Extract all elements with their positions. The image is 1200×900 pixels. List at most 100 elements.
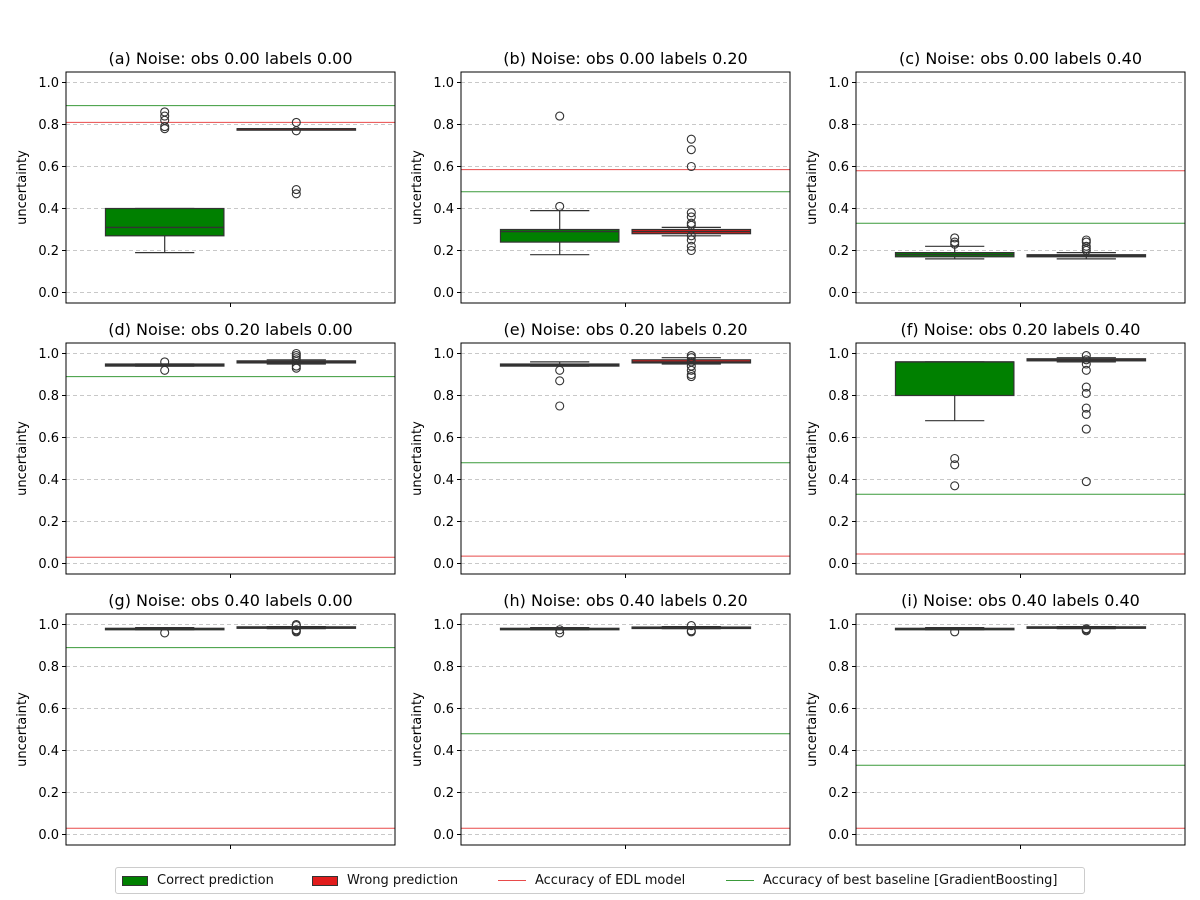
outlier-point <box>1081 241 1091 251</box>
y-axis-label: uncertainty <box>410 692 425 767</box>
figure: (a) Noise: obs 0.00 labels 0.00 uncertain… <box>15 49 1186 849</box>
outlier-point <box>555 628 565 638</box>
outlier-point <box>291 619 301 630</box>
y-tick-label: 0.6 <box>828 702 849 717</box>
y-tick-label: 0.2 <box>433 786 454 801</box>
outlier-point <box>950 627 960 637</box>
outlier-point <box>950 460 960 470</box>
axes-frame <box>65 613 396 846</box>
y-tick-label: 0.4 <box>433 202 454 217</box>
subplot-title: (i) Noise: obs 0.40 labels 0.40 <box>901 591 1140 610</box>
legend-patch-correct <box>122 875 148 886</box>
y-tick-label: 0.4 <box>38 744 59 759</box>
legend-item-baseline: Accuracy of best baseline [GradientBoost… <box>726 868 1058 893</box>
y-tick-label: 1.0 <box>38 76 59 91</box>
y-tick-label: 0.4 <box>433 744 454 759</box>
legend-item-edl: Accuracy of EDL model <box>498 868 685 893</box>
legend-label-baseline: Accuracy of best baseline [GradientBoost… <box>763 873 1058 888</box>
y-tick-label: 0.8 <box>38 389 59 404</box>
y-tick-label: 0.2 <box>433 515 454 530</box>
y-tick-label: 0.6 <box>433 702 454 717</box>
box-correct <box>104 207 225 237</box>
outlier-point <box>686 241 696 251</box>
y-tick-label: 1.0 <box>38 618 59 633</box>
legend-line-edl <box>498 880 526 881</box>
outlier-point <box>686 245 696 256</box>
y-tick-label: 0.0 <box>828 557 849 572</box>
subplot: (h) Noise: obs 0.40 labels 0.20 uncertain… <box>410 591 791 849</box>
outlier-point <box>555 111 565 121</box>
subplot-title: (f) Noise: obs 0.20 labels 0.40 <box>901 320 1141 339</box>
outlier-point <box>160 357 170 367</box>
outlier-point <box>686 134 696 144</box>
y-tick-label: 0.6 <box>828 160 849 175</box>
y-axis-label: uncertainty <box>410 421 425 496</box>
outlier-point <box>686 235 696 245</box>
outlier-point <box>160 122 170 132</box>
y-tick-label: 0.0 <box>828 286 849 301</box>
y-tick-label: 0.0 <box>38 286 59 301</box>
outlier-point <box>1081 403 1091 413</box>
y-tick-label: 0.8 <box>38 118 59 133</box>
outlier-point <box>686 218 696 228</box>
outlier-point <box>555 365 565 375</box>
axes-frame <box>460 613 791 846</box>
outlier-point <box>950 453 960 464</box>
y-tick-label: 0.4 <box>433 473 454 488</box>
y-tick-label: 0.8 <box>433 118 454 133</box>
y-axis-label: uncertainty <box>805 150 820 225</box>
y-tick-label: 0.8 <box>433 660 454 675</box>
legend-label-correct: Correct prediction <box>157 873 274 888</box>
outlier-point <box>1081 477 1091 487</box>
outlier-point <box>160 365 170 375</box>
y-axis-label: uncertainty <box>410 150 425 225</box>
outlier-point <box>291 117 301 127</box>
outlier-point <box>686 145 696 155</box>
y-tick-label: 0.2 <box>828 786 849 801</box>
y-tick-label: 0.6 <box>38 160 59 175</box>
y-tick-label: 0.8 <box>828 660 849 675</box>
y-tick-label: 0.2 <box>433 244 454 259</box>
outlier-point <box>950 233 960 243</box>
legend-label-edl: Accuracy of EDL model <box>535 873 686 888</box>
axes-frame <box>460 71 791 304</box>
y-tick-label: 0.2 <box>828 515 849 530</box>
outlier-point <box>291 189 301 199</box>
y-tick-label: 0.0 <box>38 828 59 843</box>
y-tick-label: 0.0 <box>433 557 454 572</box>
y-tick-label: 0.0 <box>433 828 454 843</box>
y-tick-label: 0.2 <box>828 244 849 259</box>
outlier-point <box>686 208 696 218</box>
y-tick-label: 1.0 <box>433 618 454 633</box>
outlier-point <box>1081 424 1091 434</box>
y-tick-label: 0.4 <box>38 202 59 217</box>
outlier-point <box>686 620 696 631</box>
subplot-title: (a) Noise: obs 0.00 labels 0.00 <box>108 49 352 68</box>
subplot: (a) Noise: obs 0.00 labels 0.00 uncertain… <box>15 49 396 307</box>
y-tick-label: 0.0 <box>433 286 454 301</box>
outlier-point <box>1081 235 1091 245</box>
y-tick-label: 0.0 <box>38 557 59 572</box>
outlier-point <box>555 401 565 411</box>
axes-frame <box>460 342 791 575</box>
subplot: (b) Noise: obs 0.00 labels 0.20 uncertain… <box>410 49 791 307</box>
y-tick-label: 0.8 <box>433 389 454 404</box>
axes-frame <box>855 71 1186 304</box>
outlier-point <box>160 107 170 117</box>
subplot-title: (h) Noise: obs 0.40 labels 0.20 <box>503 591 747 610</box>
y-tick-label: 0.4 <box>38 473 59 488</box>
y-axis-label: uncertainty <box>805 692 820 767</box>
outlier-point <box>1081 355 1091 365</box>
outlier-point <box>950 237 960 247</box>
outlier-point <box>1081 624 1091 634</box>
subplot: (e) Noise: obs 0.20 labels 0.20 uncertain… <box>410 320 791 578</box>
outlier-point <box>686 231 696 241</box>
outlier-point <box>291 625 301 635</box>
outlier-point <box>1081 388 1091 398</box>
outlier-point <box>686 351 696 361</box>
y-tick-label: 1.0 <box>433 347 454 362</box>
subplot-title: (b) Noise: obs 0.00 labels 0.20 <box>503 49 747 68</box>
y-tick-label: 1.0 <box>828 347 849 362</box>
outlier-point <box>950 481 960 491</box>
outlier-point <box>291 348 301 359</box>
